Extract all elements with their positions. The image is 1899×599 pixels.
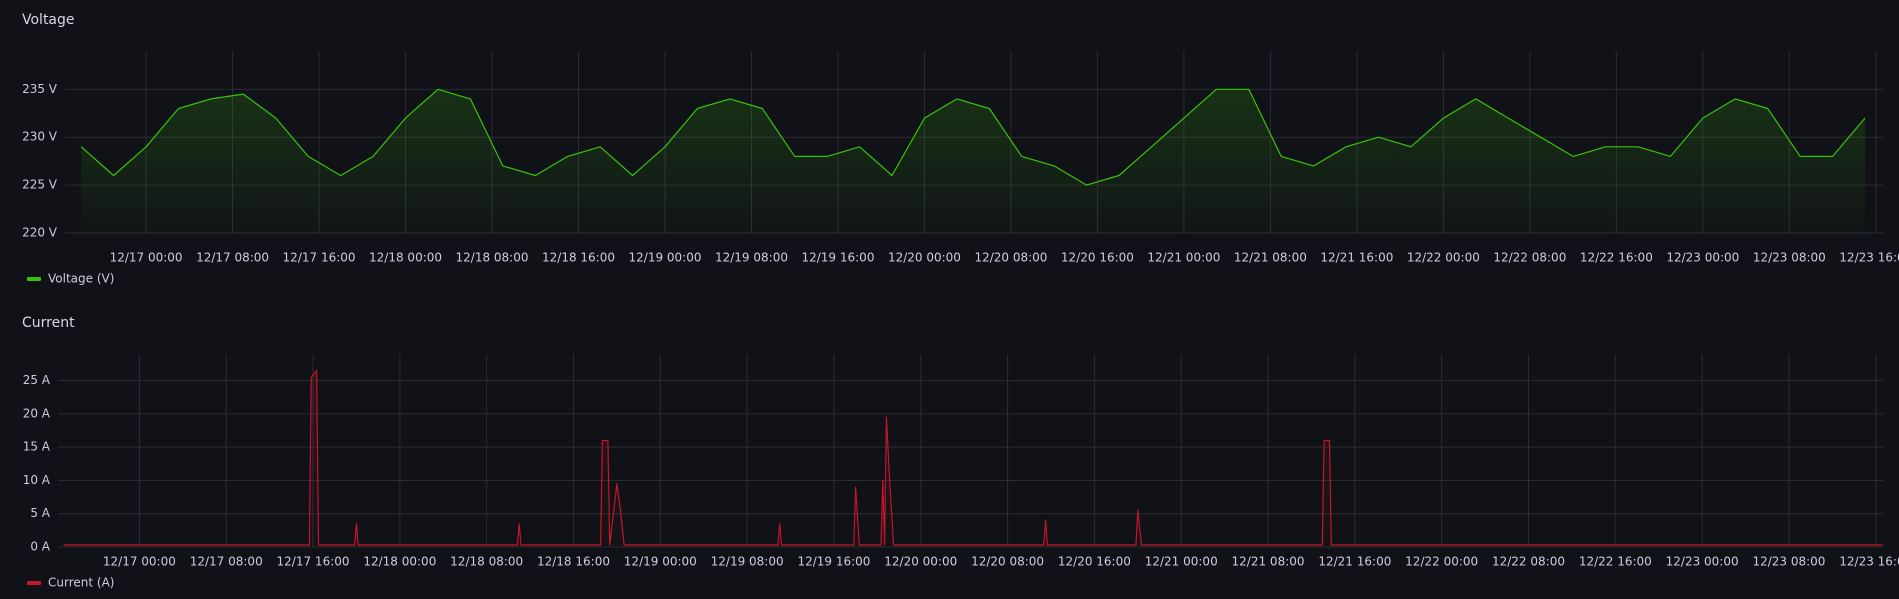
x-tick-label: 12/22 16:00 [1580,251,1653,265]
x-tick-label: 12/18 00:00 [363,555,436,569]
y-tick-label: 5 A [30,506,50,520]
x-tick-label: 12/20 08:00 [971,555,1044,569]
x-tick-label: 12/17 16:00 [283,251,356,265]
x-tick-label: 12/18 00:00 [369,251,442,265]
x-tick-label: 12/22 00:00 [1405,555,1478,569]
x-tick-label: 12/19 16:00 [797,555,870,569]
x-tick-label: 12/23 16:00 [1839,251,1899,265]
y-tick-label: 220 V [22,226,58,240]
x-tick-label: 12/20 16:00 [1061,251,1134,265]
y-tick-label: 10 A [23,473,51,487]
x-tick-label: 12/18 08:00 [450,555,523,569]
x-tick-label: 12/21 16:00 [1318,555,1391,569]
x-tick-label: 12/23 00:00 [1666,555,1739,569]
series-area [63,370,1883,547]
y-tick-label: 230 V [22,130,58,144]
legend-swatch [27,581,41,585]
x-tick-label: 12/18 08:00 [456,251,529,265]
series-line [80,88,1866,186]
x-tick-label: 12/23 16:00 [1839,555,1899,569]
y-tick-label: 20 A [23,406,51,420]
panel-title: Voltage [22,12,75,28]
series-line [63,370,1883,546]
x-tick-label: 12/20 08:00 [974,251,1047,265]
y-tick-label: 235 V [22,82,58,96]
x-tick-label: 12/17 00:00 [103,555,176,569]
legend-label: Voltage (V) [48,272,114,286]
x-tick-label: 12/22 00:00 [1407,251,1480,265]
x-tick-label: 12/20 16:00 [1058,555,1131,569]
y-tick-label: 225 V [22,178,58,192]
x-tick-label: 12/17 16:00 [277,555,350,569]
series-area [81,89,1866,233]
x-tick-label: 12/22 08:00 [1492,555,1565,569]
panel-title: Current [22,315,75,331]
x-tick-label: 12/22 16:00 [1579,555,1652,569]
x-tick-label: 12/17 08:00 [190,555,263,569]
x-tick-label: 12/21 00:00 [1145,555,1218,569]
x-tick-label: 12/21 08:00 [1232,555,1305,569]
x-tick-label: 12/17 00:00 [110,251,183,265]
x-tick-label: 12/18 16:00 [542,251,615,265]
x-tick-label: 12/20 00:00 [888,251,961,265]
y-tick-label: 25 A [23,373,51,387]
x-tick-label: 12/23 08:00 [1752,555,1825,569]
legend-label: Current (A) [48,576,114,590]
x-tick-label: 12/19 08:00 [711,555,784,569]
x-tick-label: 12/18 16:00 [537,555,610,569]
x-tick-label: 12/19 08:00 [715,251,788,265]
x-tick-label: 12/21 16:00 [1320,251,1393,265]
y-tick-label: 15 A [23,440,51,454]
x-tick-label: 12/19 00:00 [629,251,702,265]
x-tick-label: 12/21 08:00 [1234,251,1307,265]
x-tick-label: 12/21 00:00 [1147,251,1220,265]
x-tick-label: 12/22 08:00 [1493,251,1566,265]
x-tick-label: 12/20 00:00 [884,555,957,569]
y-tick-label: 0 A [30,540,50,554]
x-tick-label: 12/23 08:00 [1753,251,1826,265]
x-tick-label: 12/19 00:00 [624,555,697,569]
x-tick-label: 12/19 16:00 [801,251,874,265]
x-tick-label: 12/17 08:00 [196,251,269,265]
x-tick-label: 12/23 00:00 [1666,251,1739,265]
legend-swatch [27,277,41,281]
